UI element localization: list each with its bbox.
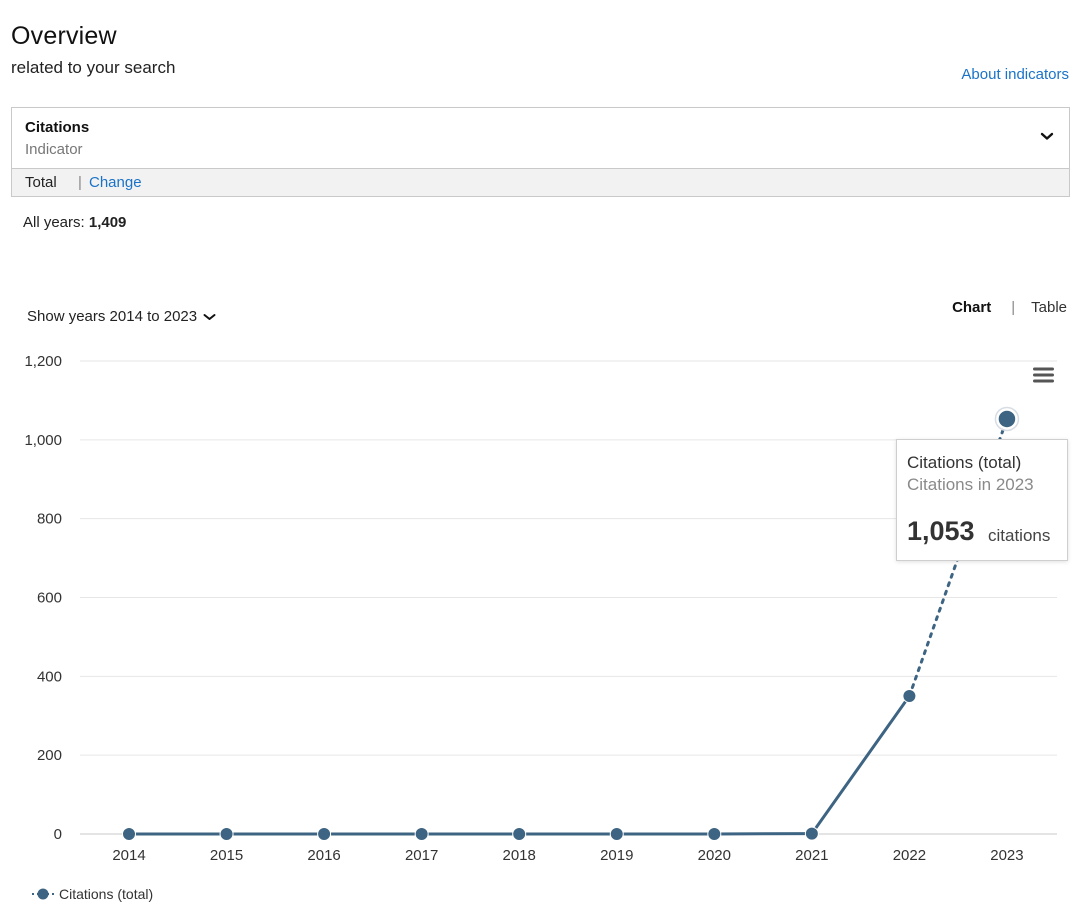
chart-menu-icon[interactable] bbox=[1033, 367, 1054, 383]
y-tick-label: 1,200 bbox=[24, 353, 62, 370]
citations-line-chart: 0 200 400 600 800 1,000 1,200 2014 2015 2016 2017 2… bbox=[24, 353, 1057, 864]
data-point bbox=[512, 827, 527, 841]
indicator-label: Indicator bbox=[25, 141, 83, 158]
table-tab[interactable]: Table bbox=[1031, 299, 1067, 316]
x-tick-label: 2018 bbox=[503, 847, 536, 864]
all-years-label: All years: bbox=[23, 214, 85, 231]
indicator-mode-bar: Total | Change bbox=[11, 168, 1070, 197]
chart-tab[interactable]: Chart bbox=[952, 299, 992, 316]
x-tick-label: 2023 bbox=[990, 847, 1023, 864]
data-point bbox=[317, 827, 332, 841]
x-tick-label: 2022 bbox=[893, 847, 926, 864]
data-point bbox=[414, 827, 429, 841]
indicator-dropdown[interactable]: Citations Indicator bbox=[11, 107, 1070, 168]
x-tick-label: 2021 bbox=[795, 847, 828, 864]
y-tick-label: 400 bbox=[37, 668, 62, 685]
view-separator: | bbox=[1011, 299, 1016, 316]
view-toggle: Chart | Table bbox=[952, 299, 1067, 316]
year-range-label: Show years 2014 to 2023 bbox=[27, 308, 198, 325]
tooltip-value: 1,053 bbox=[907, 516, 975, 546]
data-point bbox=[707, 827, 722, 841]
about-indicators-link[interactable]: About indicators bbox=[961, 66, 1069, 83]
data-point bbox=[122, 827, 136, 841]
data-point bbox=[609, 827, 624, 841]
mode-separator: | bbox=[78, 174, 82, 191]
y-tick-label: 200 bbox=[37, 747, 62, 764]
chevron-down-icon bbox=[1040, 132, 1054, 140]
x-tick-label: 2020 bbox=[698, 847, 731, 864]
data-point-halo bbox=[994, 406, 1020, 432]
tooltip-unit: citations bbox=[988, 526, 1051, 545]
year-range-dropdown[interactable]: Show years 2014 to 2023 bbox=[27, 308, 216, 325]
y-tick-label: 600 bbox=[37, 590, 62, 607]
y-tick-label: 0 bbox=[54, 826, 62, 843]
menu-bar bbox=[1033, 379, 1054, 383]
menu-bar bbox=[1033, 373, 1054, 377]
page-title: Overview bbox=[11, 22, 117, 50]
page-subtitle: related to your search bbox=[11, 58, 176, 77]
chevron-down-icon bbox=[203, 313, 216, 320]
indicator-mode: Total bbox=[25, 174, 57, 191]
x-tick-label: 2019 bbox=[600, 847, 633, 864]
menu-bar bbox=[1033, 367, 1054, 371]
data-point bbox=[219, 827, 234, 841]
chart-tooltip: Citations (total) Citations in 2023 1,05… bbox=[896, 439, 1068, 561]
y-tick-label: 800 bbox=[37, 511, 62, 528]
data-point bbox=[902, 689, 917, 704]
data-point bbox=[804, 826, 819, 841]
change-link[interactable]: Change bbox=[89, 174, 142, 191]
tooltip-subtitle: Citations in 2023 bbox=[907, 475, 1034, 494]
x-tick-label: 2015 bbox=[210, 847, 243, 864]
tooltip-series-name: Citations (total) bbox=[907, 453, 1022, 472]
data-point-highlighted bbox=[996, 408, 1018, 430]
series-line-segment bbox=[810, 694, 911, 836]
x-tick-label: 2017 bbox=[405, 847, 438, 864]
indicator-name: Citations bbox=[25, 119, 90, 136]
all-years-value: 1,409 bbox=[88, 214, 127, 231]
legend-marker-icon bbox=[32, 888, 54, 900]
y-tick-label: 1,000 bbox=[24, 432, 62, 449]
x-tick-label: 2014 bbox=[112, 847, 145, 864]
all-years-summary: All years: 1,409 bbox=[23, 214, 126, 231]
x-tick-label: 2016 bbox=[307, 847, 340, 864]
chart-legend-item[interactable]: Citations (total) bbox=[32, 886, 153, 902]
legend-label: Citations (total) bbox=[59, 886, 154, 902]
